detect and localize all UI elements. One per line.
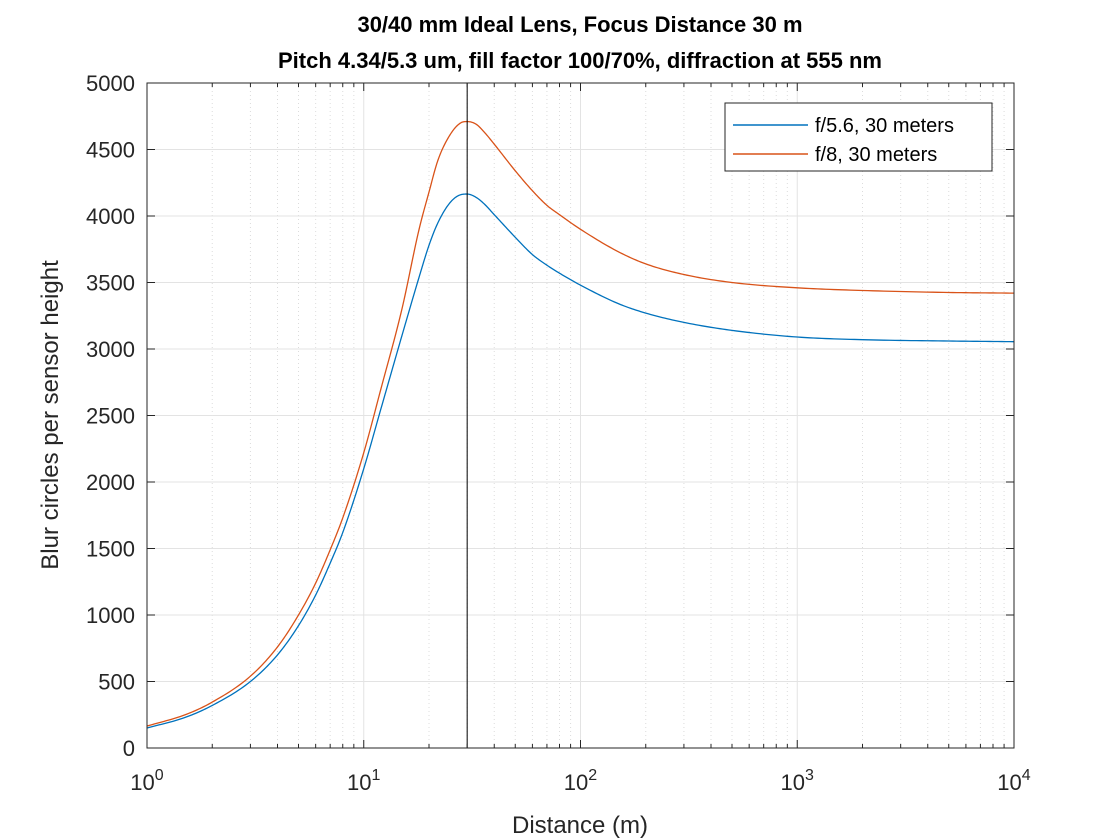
x-tick-label: 103 <box>781 767 814 795</box>
y-axis-label: Blur circles per sensor height <box>37 260 64 570</box>
x-axis-label: Distance (m) <box>512 812 648 839</box>
x-tick-label: 104 <box>997 767 1030 795</box>
x-tick-labels: 100 101 102 103 104 <box>130 767 1030 795</box>
chart-title-line-2: Pitch 4.34/5.3 um, fill factor 100/70%, … <box>278 48 882 73</box>
y-tick-label: 1500 <box>86 537 135 562</box>
x-tick-label: 101 <box>347 767 380 795</box>
series-line-2 <box>146 120 1015 727</box>
series-line-1 <box>146 193 1015 729</box>
y-tick-labels: 0 500 1000 1500 2000 2500 3000 3500 4000 4500 5000 <box>86 71 135 761</box>
y-tick-label: 3500 <box>86 271 135 296</box>
legend-box <box>724 102 993 172</box>
legend-label-series-1: f/5.6, 30 meters <box>815 115 954 137</box>
y-tick-label: 1000 <box>86 603 135 628</box>
y-tick-label: 4000 <box>86 204 135 229</box>
y-tick-label: 2500 <box>86 404 135 429</box>
y-tick-label: 3000 <box>86 337 135 362</box>
axis-ticks <box>146 82 1015 749</box>
y-tick-label: 0 <box>123 736 135 761</box>
y-tick-label: 2000 <box>86 470 135 495</box>
y-tick-label: 500 <box>98 670 135 695</box>
y-tick-label: 4500 <box>86 138 135 163</box>
x-tick-label: 102 <box>564 767 597 795</box>
legend-label-series-2: f/8, 30 meters <box>815 144 937 166</box>
x-tick-label: 100 <box>130 767 163 795</box>
chart-title-line-1: 30/40 mm Ideal Lens, Focus Distance 30 m <box>357 12 802 37</box>
legend: f/5.6, 30 meters f/8, 30 meters <box>724 102 993 172</box>
y-tick-label: 5000 <box>86 71 135 96</box>
series-layer <box>146 120 1015 729</box>
